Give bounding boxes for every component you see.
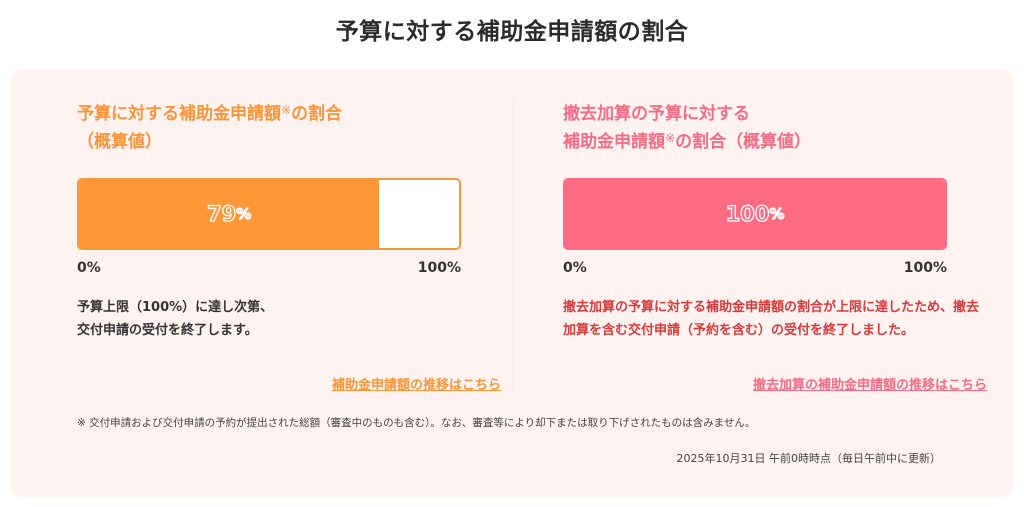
removal-trend-link[interactable]: 撤去加算の補助金申請額の推移はこちら bbox=[752, 378, 987, 393]
title-text-suffix: の割合（概算値） bbox=[675, 132, 812, 152]
note-line: 予算上限（100%）に達し次第、 bbox=[77, 300, 274, 315]
title-text: 予算に対する補助金申請額 bbox=[77, 104, 281, 124]
removal-note: 撤去加算の予算に対する補助金申請額の割合が上限に達したため、撤去加算を含む交付申… bbox=[563, 300, 980, 338]
axis-max-label: 100% bbox=[903, 260, 947, 276]
update-timestamp: 2025年10月31日 午前0時時点（毎日午前中に更新） bbox=[676, 452, 941, 465]
axis-min-label: 0% bbox=[77, 260, 101, 276]
removal-ratio-title: 撤去加算の予算に対する 補助金申請額※の割合（概算値） bbox=[563, 100, 947, 156]
title-text: 撤去加算の予算に対する bbox=[563, 104, 750, 124]
removal-ratio-value: 100% bbox=[565, 180, 945, 248]
budget-note: 予算上限（100%）に達し次第、 交付申請の受付を終了します。 bbox=[77, 296, 497, 342]
removal-ratio-bar-fill bbox=[565, 180, 945, 248]
removal-ratio-bar: 100% bbox=[563, 178, 947, 250]
title-text: 補助金申請額 bbox=[563, 132, 665, 152]
ratio-panel: 予算に対する補助金申請額※の割合 （概算値） 79% 0% 100% 予算上限（… bbox=[11, 70, 1013, 497]
column-divider bbox=[513, 100, 514, 392]
title-estimate-label: （概算値） bbox=[77, 132, 162, 152]
budget-ratio-bar-fill bbox=[79, 180, 380, 248]
budget-ratio-value: 79% bbox=[79, 180, 379, 248]
application-trend-link[interactable]: 補助金申請額の推移はこちら bbox=[331, 378, 501, 393]
value-unit: % bbox=[236, 204, 252, 223]
budget-ratio-bar: 79% bbox=[77, 178, 461, 250]
footnote-mark: ※ bbox=[665, 131, 676, 145]
removal-ratio-axis: 0% 100% bbox=[563, 260, 947, 280]
budget-ratio-axis: 0% 100% bbox=[77, 260, 461, 280]
footnote-mark: ※ bbox=[281, 103, 292, 117]
removal-ratio-column: 撤去加算の予算に対する 補助金申請額※の割合（概算値） 100% 0% 100%… bbox=[563, 100, 987, 393]
budget-ratio-column: 予算に対する補助金申請額※の割合 （概算値） 79% 0% 100% 予算上限（… bbox=[77, 100, 501, 393]
note-line: 交付申請の受付を終了します。 bbox=[77, 323, 258, 338]
value-number: 79 bbox=[206, 201, 237, 226]
budget-ratio-title: 予算に対する補助金申請額※の割合 （概算値） bbox=[77, 100, 461, 156]
axis-max-label: 100% bbox=[417, 260, 461, 276]
page-title: 予算に対する補助金申請額の割合 bbox=[335, 19, 689, 45]
value-number: 100 bbox=[725, 201, 770, 226]
value-unit: % bbox=[769, 204, 785, 223]
axis-min-label: 0% bbox=[563, 260, 587, 276]
title-text-suffix: の割合 bbox=[291, 104, 343, 124]
footnote: ※ 交付申請および交付申請の予約が提出された総額（審査中のものも含む）。なお、審… bbox=[77, 417, 756, 429]
